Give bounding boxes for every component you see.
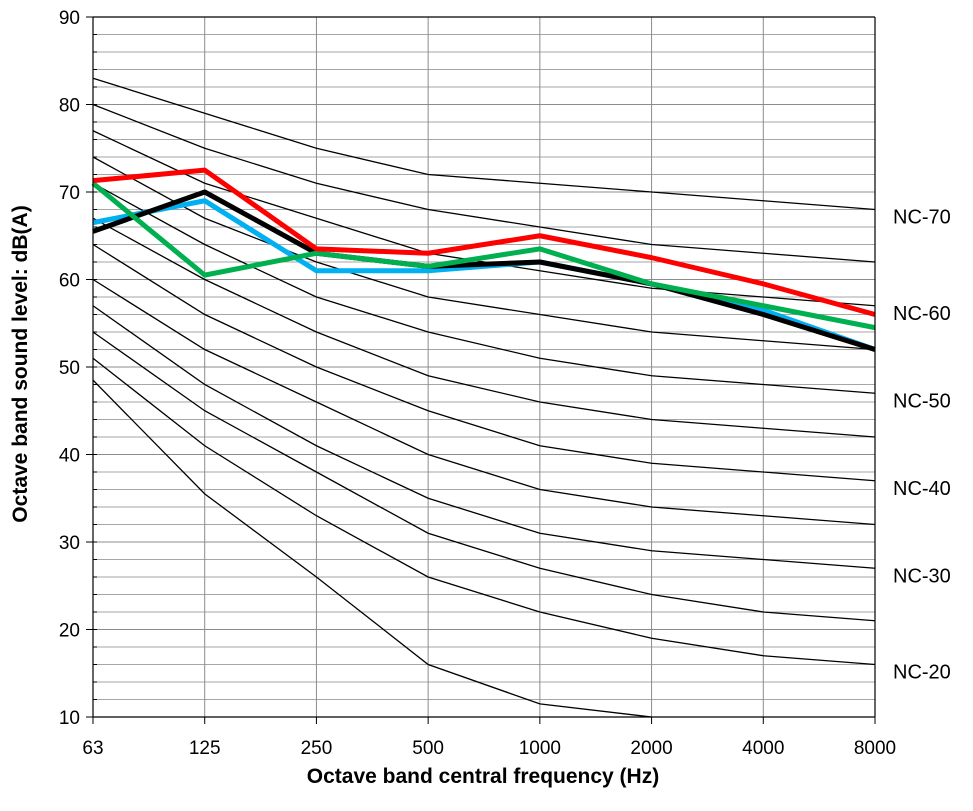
nc-curve-line bbox=[92, 243, 876, 482]
series-line bbox=[92, 189, 876, 352]
series-line bbox=[91, 181, 876, 331]
y-tick-label: 40 bbox=[59, 446, 80, 467]
nc-curve-line bbox=[92, 156, 876, 351]
y-tick-labels: 10 20 30 40 50 60 70 80 90 bbox=[59, 8, 80, 729]
x-axis-title: Octave band central frequency (Hz) bbox=[307, 765, 659, 788]
y-tick-label: 10 bbox=[59, 708, 80, 729]
x-tick-label: 2000 bbox=[630, 738, 672, 759]
nc-curve-labels: NC-20 NC-30 NC-40 NC-50 NC-60 NC-70 bbox=[893, 207, 951, 684]
y-tick-label: 80 bbox=[59, 96, 80, 117]
y-axis-title: Octave band sound level: dB(A) bbox=[9, 205, 32, 522]
x-tick-label: 1000 bbox=[519, 738, 561, 759]
series-line bbox=[92, 167, 876, 317]
x-tick-label: 4000 bbox=[742, 738, 784, 759]
y-tick-label: 20 bbox=[59, 621, 80, 642]
nc-curve-line bbox=[92, 305, 876, 569]
y-tick-label: 90 bbox=[59, 8, 80, 29]
nc-curve-label: NC-60 bbox=[893, 303, 951, 325]
nc-curve-line bbox=[92, 357, 876, 666]
nc-curve-label: NC-40 bbox=[893, 478, 951, 500]
axes bbox=[92, 16, 876, 724]
nc-curve-label: NC-30 bbox=[893, 565, 951, 587]
nc-curve-line bbox=[92, 217, 876, 438]
nc-reference-curves bbox=[92, 77, 876, 718]
x-tick-label: 63 bbox=[82, 738, 103, 759]
y-tick-label: 50 bbox=[59, 358, 80, 379]
nc-curve-line bbox=[92, 77, 876, 211]
x-tick-label: 500 bbox=[412, 738, 444, 759]
y-tick-label: 70 bbox=[59, 183, 80, 204]
nc-curve-line bbox=[92, 379, 652, 718]
x-tick-label: 8000 bbox=[854, 738, 896, 759]
nc-curve-line bbox=[92, 182, 876, 394]
measured-series bbox=[91, 167, 876, 352]
nc-curve-line bbox=[92, 278, 876, 526]
nc-curve-label: NC-50 bbox=[893, 390, 951, 412]
y-tick-label: 60 bbox=[59, 271, 80, 292]
y-tick-label: 30 bbox=[59, 533, 80, 554]
x-tick-labels: 63 125 250 500 1000 2000 4000 8000 bbox=[82, 738, 896, 759]
x-tick-label: 250 bbox=[301, 738, 333, 759]
nc-curve-line bbox=[92, 331, 876, 622]
x-tick-label: 125 bbox=[189, 738, 221, 759]
nc-curve-line bbox=[92, 103, 876, 263]
nc-curve-label: NC-70 bbox=[893, 207, 951, 229]
grid bbox=[86, 16, 876, 718]
nc-curve-label: NC-20 bbox=[893, 662, 951, 684]
